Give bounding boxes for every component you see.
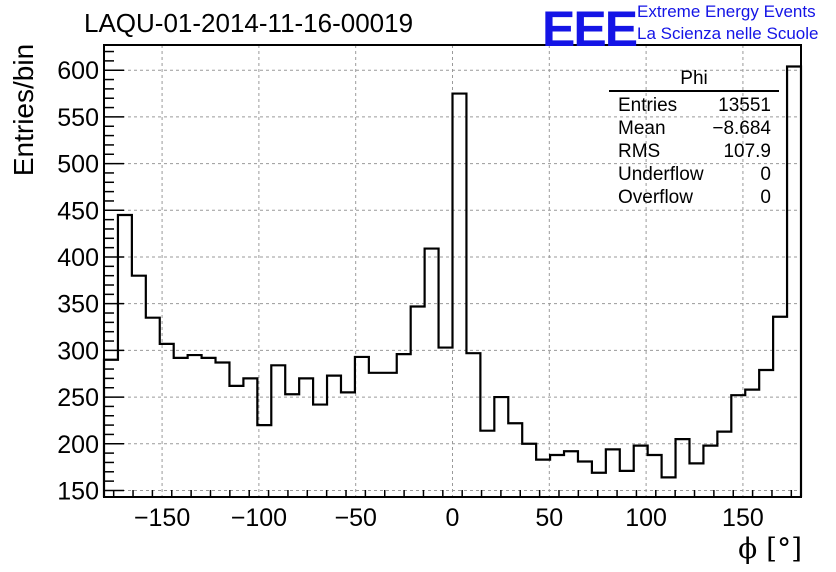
y-tick-label: 550 (57, 104, 99, 132)
x-axis-label: ϕ [°] (738, 532, 802, 565)
stats-row: Underflow 0 (609, 163, 779, 186)
stats-box: Phi Entries 13551 Mean −8.684 RMS 107.9 Und… (609, 68, 779, 209)
x-tick-label: 50 (535, 504, 563, 532)
plot-frame (103, 44, 802, 498)
stats-label: Underflow (618, 164, 704, 185)
tick-labels: −150 −100 −50 0 50 100 150 150 200 250 300 350 400 45… (57, 57, 763, 532)
y-axis-label: Entries/bin (8, 43, 39, 177)
x-tick-label: 100 (625, 504, 667, 532)
stats-value: 107.9 (723, 141, 771, 162)
stats-label: RMS (618, 141, 661, 162)
x-tick-label: 150 (722, 504, 764, 532)
stats-label: Mean (618, 118, 666, 139)
x-tick-label: −150 (134, 504, 190, 532)
stats-label: Overflow (618, 187, 693, 208)
histogram-line (102, 65, 803, 497)
stats-value: 0 (760, 187, 771, 208)
stats-row: RMS 107.9 (609, 140, 779, 163)
stats-value: 13551 (718, 95, 771, 116)
x-tick-label: 0 (446, 504, 460, 532)
y-tick-label: 350 (57, 291, 99, 319)
stats-label: Entries (618, 95, 678, 116)
stats-row: Overflow 0 (609, 186, 779, 209)
logo-line-2: La Scienza nelle Scuole (637, 24, 819, 43)
axis-ticks (104, 50, 793, 497)
x-tick-label: −50 (334, 504, 376, 532)
y-tick-label: 150 (57, 477, 99, 505)
stats-value: −8.684 (712, 118, 771, 139)
stats-row: Mean −8.684 (609, 117, 779, 140)
y-tick-label: 400 (57, 244, 99, 272)
x-tick-label: −100 (231, 504, 287, 532)
stats-row: Entries 13551 (609, 94, 779, 117)
y-tick-label: 500 (57, 151, 99, 179)
stats-title: Phi (609, 68, 779, 92)
eee-logo: EEE (542, 1, 638, 57)
y-tick-label: 200 (57, 431, 99, 459)
y-tick-label: 300 (57, 337, 99, 365)
stats-value: 0 (760, 164, 771, 185)
logo-line-1: Extreme Energy Events (637, 2, 816, 21)
y-tick-label: 450 (57, 197, 99, 225)
y-tick-label: 250 (57, 384, 99, 412)
y-tick-label: 600 (57, 57, 99, 85)
chart-title: LAQU-01-2014-11-16-00019 (84, 8, 414, 38)
